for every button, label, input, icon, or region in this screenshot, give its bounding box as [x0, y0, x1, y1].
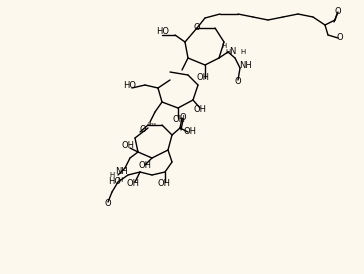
Text: H: H — [225, 49, 231, 55]
Text: O: O — [235, 78, 241, 87]
Text: NH: NH — [116, 167, 128, 176]
Text: O: O — [180, 113, 186, 122]
Text: HO: HO — [108, 178, 122, 187]
Text: Abs: Abs — [147, 122, 157, 127]
Text: OH: OH — [173, 116, 186, 124]
Text: O: O — [194, 24, 200, 33]
Text: H: H — [240, 49, 246, 55]
Text: H: H — [117, 177, 123, 183]
Text: N: N — [229, 47, 235, 56]
Text: OH: OH — [138, 161, 151, 170]
Text: O: O — [105, 199, 111, 209]
Text: OH: OH — [183, 127, 197, 136]
Text: OH: OH — [197, 73, 210, 82]
Text: HO: HO — [123, 81, 136, 90]
Text: H: H — [221, 43, 227, 49]
Text: H: H — [109, 172, 115, 178]
Text: O: O — [337, 33, 343, 42]
Text: OH: OH — [122, 141, 135, 150]
Text: OH: OH — [158, 179, 170, 189]
Text: O: O — [335, 7, 341, 16]
Text: OH: OH — [127, 179, 139, 189]
Text: O: O — [140, 125, 146, 135]
Text: NH: NH — [239, 61, 252, 70]
Text: OH: OH — [194, 105, 206, 115]
Text: HO: HO — [157, 27, 170, 36]
